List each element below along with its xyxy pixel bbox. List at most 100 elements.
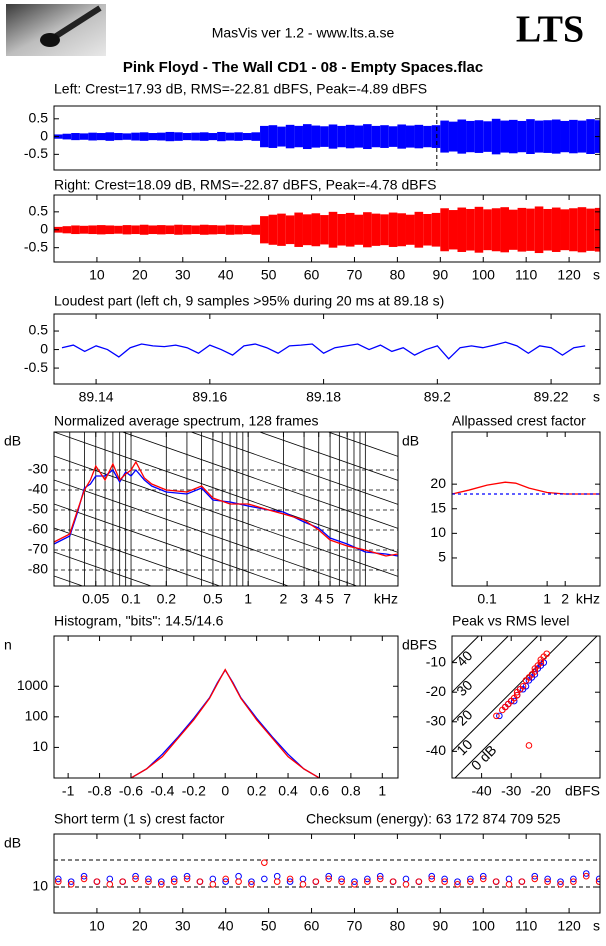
- scatter-point: [493, 712, 500, 720]
- x-tick-label: 0: [221, 783, 229, 799]
- envelope-bar: [397, 213, 406, 247]
- scatter-point: [338, 875, 345, 883]
- envelope-bar: [260, 125, 269, 148]
- x-tick-label: 0.2: [157, 591, 177, 607]
- envelope-bar: [157, 225, 166, 235]
- x-tick-label: 0.4: [278, 783, 298, 799]
- scatter-point: [67, 878, 75, 885]
- scatter-point: [376, 872, 384, 880]
- scatter-point: [454, 878, 461, 885]
- y-tick-label: -50: [28, 501, 48, 517]
- slope-line: [54, 503, 290, 586]
- x-tick-label: 0.5: [203, 591, 223, 607]
- x-tick-label: 0.05: [82, 591, 109, 607]
- slope-line: [258, 432, 398, 481]
- envelope-bar: [586, 119, 595, 154]
- slope-line: [189, 432, 398, 505]
- envelope-bar: [148, 133, 158, 141]
- crest-line-label: 10: [453, 736, 475, 758]
- scatter-point: [325, 875, 333, 883]
- x-tick-label: 70: [347, 918, 363, 934]
- x-tick-label: -0.2: [182, 783, 206, 799]
- envelope-bar: [79, 133, 89, 140]
- x-tick-label: -0.8: [87, 783, 111, 799]
- scatter-point: [80, 872, 88, 880]
- y-tick-label: -40: [426, 742, 446, 758]
- scatter-point: [158, 881, 165, 888]
- envelope-bar: [534, 206, 544, 254]
- plot-frame: [53, 313, 601, 385]
- envelope-bar: [345, 212, 355, 247]
- y-tick-label: -40: [28, 481, 48, 497]
- y-tick-label: -80: [28, 561, 48, 577]
- envelope-bar: [397, 124, 406, 149]
- y-axis-label: dB: [4, 433, 21, 449]
- x-tick-label: 110: [515, 267, 538, 283]
- x-tick-label: 0.8: [341, 783, 361, 799]
- envelope-bar: [509, 209, 518, 250]
- slope-line: [54, 672, 398, 792]
- envelope-bar: [345, 124, 355, 149]
- envelope-bar: [560, 120, 570, 153]
- envelope-bar: [234, 225, 243, 235]
- y-tick-label: -0.5: [24, 238, 48, 254]
- crest-line-label: 30: [453, 677, 475, 699]
- scatter-point: [261, 875, 268, 883]
- envelope-bar: [388, 126, 398, 147]
- x-tick-label: 60: [304, 918, 320, 934]
- crest-line-label: 40: [453, 647, 475, 669]
- envelope-bar: [517, 120, 527, 153]
- y-axis-label: dBFS: [402, 637, 437, 653]
- x-tick-label: -30: [501, 783, 521, 799]
- scatter-point: [132, 875, 139, 883]
- scatter-point: [54, 875, 62, 883]
- envelope-bar: [483, 121, 492, 152]
- x-tick-label: 0.1: [477, 591, 497, 607]
- y-tick-label: 1000: [17, 677, 48, 693]
- envelope-bar: [88, 132, 97, 141]
- envelope-bar: [277, 213, 286, 246]
- app-name: MasVis ver 1.2 - www.lts.a.se: [212, 25, 395, 41]
- envelope-bar: [182, 225, 192, 235]
- scatter-point: [170, 878, 178, 885]
- x-tick-label: 50: [261, 918, 277, 934]
- y-tick-label: -20: [426, 683, 446, 699]
- envelope-bar: [448, 210, 458, 250]
- scatter-point: [286, 878, 294, 885]
- slope-line: [54, 624, 398, 744]
- y-tick-label: -0.5: [24, 359, 48, 375]
- slope-line: [54, 432, 398, 553]
- y-tick-label: 15: [430, 499, 446, 515]
- scatter-point: [158, 878, 165, 885]
- scatter-point: [364, 878, 371, 885]
- envelope-bar: [114, 133, 123, 141]
- x-tick-label: 40: [218, 918, 234, 934]
- envelope-bar: [431, 212, 441, 247]
- envelope-bar: [320, 126, 329, 147]
- envelope-bar: [311, 213, 321, 247]
- envelope-bar: [457, 207, 467, 252]
- envelope-bar: [371, 125, 381, 148]
- envelope-bar: [474, 206, 484, 253]
- x-tick-label: 2: [561, 591, 569, 607]
- envelope-bar: [363, 212, 372, 248]
- x-tick-label: 89.16: [192, 389, 227, 405]
- scatter-point: [441, 875, 448, 883]
- envelope-bar: [260, 216, 269, 244]
- x-tick-label: 7: [343, 591, 351, 607]
- chart-panel: Normalized average spectrum, 128 frames d…: [4, 413, 399, 792]
- envelope-bar: [96, 133, 106, 141]
- series-line: [130, 668, 320, 778]
- envelope-bar: [165, 225, 175, 235]
- envelope-bar: [242, 225, 252, 235]
- scatter-point: [467, 875, 474, 883]
- envelope-bar: [328, 211, 338, 248]
- envelope-bar: [414, 211, 424, 248]
- envelope-bar: [577, 207, 587, 253]
- y-axis-label: dB: [402, 433, 419, 449]
- envelope-bar: [551, 119, 561, 154]
- logo: LTS: [516, 9, 584, 51]
- envelope-bar: [251, 224, 261, 235]
